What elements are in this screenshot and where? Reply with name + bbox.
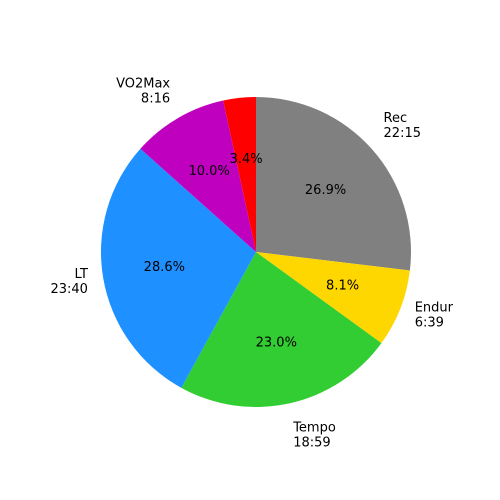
pie-slice-rec [256, 97, 411, 271]
slice-label-lt: LT 23:40 [50, 267, 88, 297]
pie-slice-lt [101, 148, 256, 388]
slice-name: Tempo [292, 420, 336, 435]
slice-label-vo2max: VO2Max 8:16 [116, 77, 170, 107]
slice-value: 23:40 [50, 282, 87, 297]
percent-label-endur: 8.1% [326, 278, 359, 293]
slice-value: 22:15 [384, 126, 421, 141]
percent-label-tempo: 23.0% [256, 335, 297, 350]
slice-value: 18:59 [293, 435, 330, 450]
slice-label-endur: Endur 6:39 [415, 300, 454, 330]
slice-label-tempo: Tempo 18:59 [292, 420, 336, 450]
pie-slice-vo2max [140, 100, 256, 252]
percent-label-unlabeled: 3.4% [230, 152, 263, 167]
slice-name: Rec [384, 111, 408, 126]
percent-label-vo2max: 10.0% [189, 164, 230, 179]
slice-name: LT [75, 267, 88, 282]
slice-value: 8:16 [141, 92, 170, 107]
slice-name: Endur [415, 300, 454, 315]
pie-slice-unlabeled [223, 97, 256, 252]
percent-label-lt: 28.6% [144, 260, 185, 275]
pie-slice-endur [256, 252, 410, 344]
percent-label-rec: 26.9% [305, 183, 346, 198]
slice-label-rec: Rec 22:15 [384, 111, 421, 141]
slice-value: 6:39 [415, 315, 444, 330]
slice-name: VO2Max [116, 77, 170, 92]
pie-slice-tempo [181, 252, 382, 407]
